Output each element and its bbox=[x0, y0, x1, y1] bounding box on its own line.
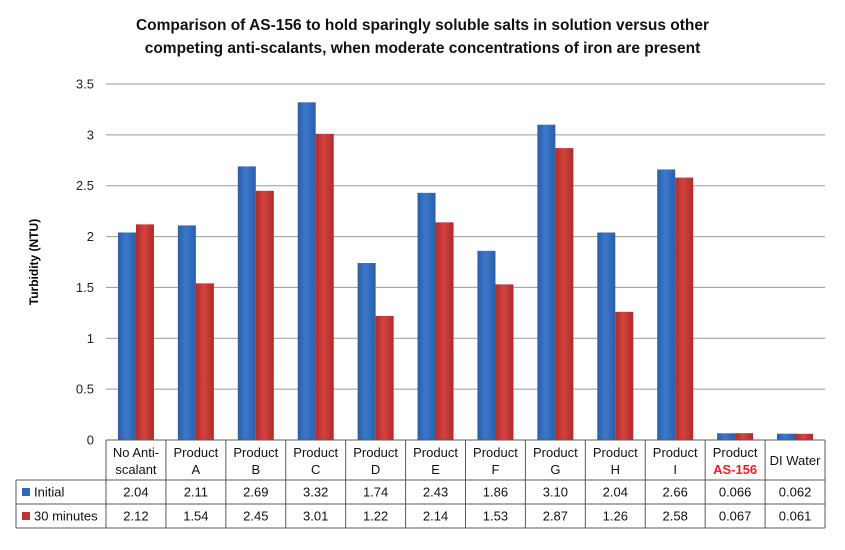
bar-30-minutes bbox=[795, 433, 814, 440]
table-cell-value: 2.45 bbox=[243, 509, 268, 524]
y-tick-label: 1.5 bbox=[76, 280, 94, 295]
category-label: Product bbox=[713, 445, 758, 460]
bar-initial bbox=[117, 232, 136, 440]
bar-30-minutes bbox=[315, 133, 334, 440]
table-cell-value: 1.86 bbox=[483, 485, 508, 500]
category-label: scalant bbox=[115, 462, 157, 477]
bar-30-minutes bbox=[675, 177, 694, 440]
table-cell-value: 0.066 bbox=[719, 485, 752, 500]
table-cell-value: 2.11 bbox=[184, 485, 208, 500]
table-cell-value: 2.87 bbox=[543, 509, 568, 524]
bar-30-minutes bbox=[135, 224, 154, 440]
bar-initial bbox=[717, 433, 736, 440]
y-axis-ticks: 0 0.5 1 1.5 2 2.5 3 3.5 bbox=[76, 77, 94, 448]
y-tick-label: 2 bbox=[87, 229, 94, 244]
table-cell-value: 2.04 bbox=[603, 485, 628, 500]
category-label: Product bbox=[413, 445, 458, 460]
category-label: A bbox=[192, 462, 201, 477]
bar-initial bbox=[417, 192, 436, 440]
category-label: H bbox=[611, 462, 620, 477]
category-label: Product bbox=[293, 445, 338, 460]
category-label: Product bbox=[593, 445, 638, 460]
table-cell-value: 2.69 bbox=[243, 485, 268, 500]
category-label: C bbox=[311, 462, 320, 477]
bar-30-minutes bbox=[615, 311, 634, 440]
table-cell-value: 2.12 bbox=[123, 509, 148, 524]
table-cell-value: 2.58 bbox=[663, 509, 688, 524]
bar-initial bbox=[297, 102, 316, 441]
y-tick-label: 1 bbox=[87, 331, 94, 346]
y-tick-label: 0.5 bbox=[76, 382, 94, 397]
bar-initial bbox=[777, 433, 796, 440]
table-cell-value: 0.067 bbox=[719, 509, 752, 524]
category-label: Product bbox=[173, 445, 218, 460]
y-tick-label: 3 bbox=[87, 127, 94, 142]
bar-30-minutes bbox=[255, 190, 274, 440]
y-axis-label: Turbidity (NTU) bbox=[27, 219, 41, 305]
bar-30-minutes bbox=[495, 284, 514, 440]
bar-30-minutes bbox=[435, 222, 454, 440]
y-tick-label: 2.5 bbox=[76, 178, 94, 193]
bar-initial bbox=[597, 232, 616, 440]
category-label: Product bbox=[233, 445, 278, 460]
legend-key-30-minutes bbox=[22, 512, 30, 520]
category-label: No Anti- bbox=[113, 445, 159, 460]
legend-key-initial bbox=[22, 488, 30, 496]
bar-30-minutes bbox=[555, 148, 574, 440]
bar-30-minutes bbox=[375, 315, 394, 440]
table-cell-value: 1.54 bbox=[183, 509, 208, 524]
table-cell-value: 2.14 bbox=[423, 509, 448, 524]
chart-title-line-2: competing anti-scalants, when moderate c… bbox=[144, 40, 701, 57]
chart-title: Comparison of AS-156 to hold sparingly s… bbox=[0, 14, 845, 60]
category-label: F bbox=[491, 462, 499, 477]
category-label-highlight: AS-156 bbox=[713, 462, 757, 477]
chart-title-line-1: Comparison of AS-156 to hold sparingly s… bbox=[135, 17, 709, 34]
table-cell-value: 1.74 bbox=[363, 485, 388, 500]
y-tick-label: 0 bbox=[87, 433, 94, 448]
category-label: D bbox=[371, 462, 380, 477]
bars bbox=[117, 102, 814, 441]
table-cell-value: 0.062 bbox=[779, 485, 812, 500]
data-table: No Anti-scalantProductAProductBProductCP… bbox=[15, 439, 826, 529]
bar-30-minutes bbox=[195, 283, 214, 440]
category-label: G bbox=[550, 462, 560, 477]
table-cell-value: 3.10 bbox=[543, 485, 568, 500]
category-label: Product bbox=[533, 445, 578, 460]
bar-initial bbox=[357, 263, 376, 440]
category-label: B bbox=[251, 462, 260, 477]
table-cell-value: 2.43 bbox=[423, 485, 448, 500]
bar-initial bbox=[657, 169, 676, 440]
bar-initial bbox=[477, 250, 496, 440]
category-label: I bbox=[673, 462, 677, 477]
category-label: Product bbox=[473, 445, 518, 460]
table-cell-value: 3.01 bbox=[303, 509, 328, 524]
bar-initial bbox=[177, 225, 196, 440]
table-cell-value: 0.061 bbox=[779, 509, 812, 524]
bar-initial bbox=[237, 166, 256, 441]
category-label: E bbox=[431, 462, 440, 477]
table-cell-value: 1.53 bbox=[483, 509, 508, 524]
category-label: Product bbox=[653, 445, 698, 460]
legend-label-30-minutes: 30 minutes bbox=[34, 509, 98, 524]
table-cell-value: 2.66 bbox=[663, 485, 688, 500]
table-cell-value: 3.32 bbox=[303, 485, 328, 500]
category-label: Product bbox=[353, 445, 398, 460]
table-cell-value: 2.04 bbox=[123, 485, 148, 500]
bar-initial bbox=[537, 124, 556, 440]
bar-30-minutes bbox=[735, 433, 754, 440]
table-cell-value: 1.26 bbox=[603, 509, 628, 524]
table-cell-value: 1.22 bbox=[363, 509, 388, 524]
y-tick-label: 3.5 bbox=[76, 77, 94, 92]
category-label: DI Water bbox=[770, 453, 821, 468]
legend-label-initial: Initial bbox=[34, 485, 64, 500]
